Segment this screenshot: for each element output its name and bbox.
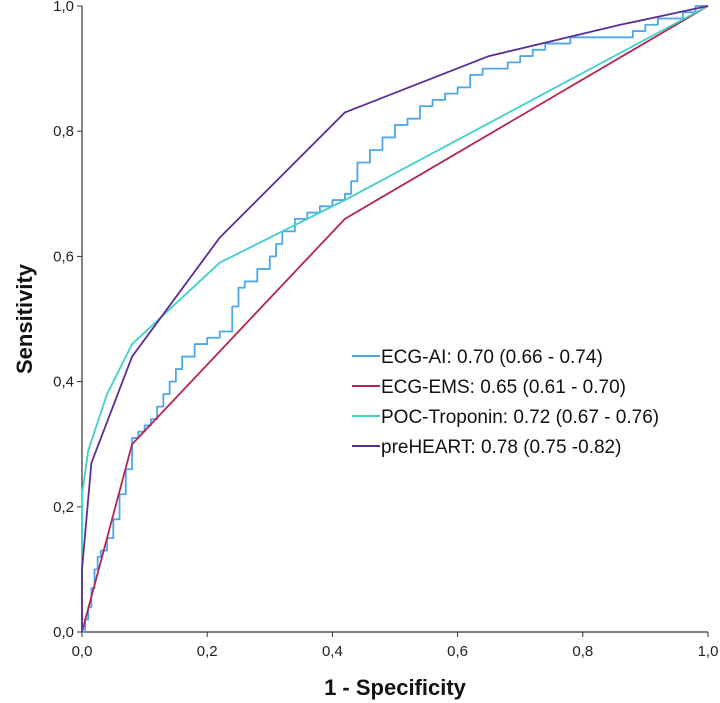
y-tick-label: 0,8 — [53, 123, 74, 140]
y-tick-label: 0,2 — [53, 499, 74, 516]
y-axis-title: Sensitivity — [12, 263, 37, 374]
series-lines — [81, 5, 709, 633]
y-ticks: 0,0 0,2 0,4 0,6 0,8 1,0 — [53, 0, 82, 641]
x-tick-label: 1,0 — [698, 643, 719, 660]
series-line-1 — [81, 5, 709, 633]
series-line-3 — [81, 5, 709, 632]
x-tick-label: 0,4 — [322, 643, 343, 660]
x-ticks: 0,0 0,2 0,4 0,6 0,8 1,0 — [72, 632, 719, 660]
x-tick-label: 0,6 — [447, 643, 468, 660]
legend-label-3: preHEART: 0.78 (0.75 -0.82) — [381, 437, 621, 458]
legend-label-1: ECG-EMS: 0.65 (0.61 - 0.70) — [381, 377, 626, 398]
legend-label-0: ECG-AI: 0.70 (0.66 - 0.74) — [381, 347, 603, 368]
y-tick-label: 0,6 — [53, 248, 74, 265]
y-tick-label: 0,4 — [53, 374, 74, 391]
series-line-2 — [81, 5, 709, 632]
x-tick-label: 0,0 — [72, 643, 93, 660]
y-tick-label: 0,0 — [53, 624, 74, 641]
x-tick-label: 0,8 — [572, 643, 593, 660]
legend: ECG-AI: 0.70 (0.66 - 0.74) ECG-EMS: 0.65 … — [352, 347, 659, 458]
y-tick-label: 1,0 — [53, 0, 74, 15]
series-line-0 — [82, 5, 708, 633]
axes — [81, 6, 708, 633]
x-tick-label: 0,2 — [197, 643, 218, 660]
legend-label-2: POC-Troponin: 0.72 (0.67 - 0.76) — [381, 407, 659, 428]
x-axis-title: 1 - Specificity — [324, 675, 467, 700]
